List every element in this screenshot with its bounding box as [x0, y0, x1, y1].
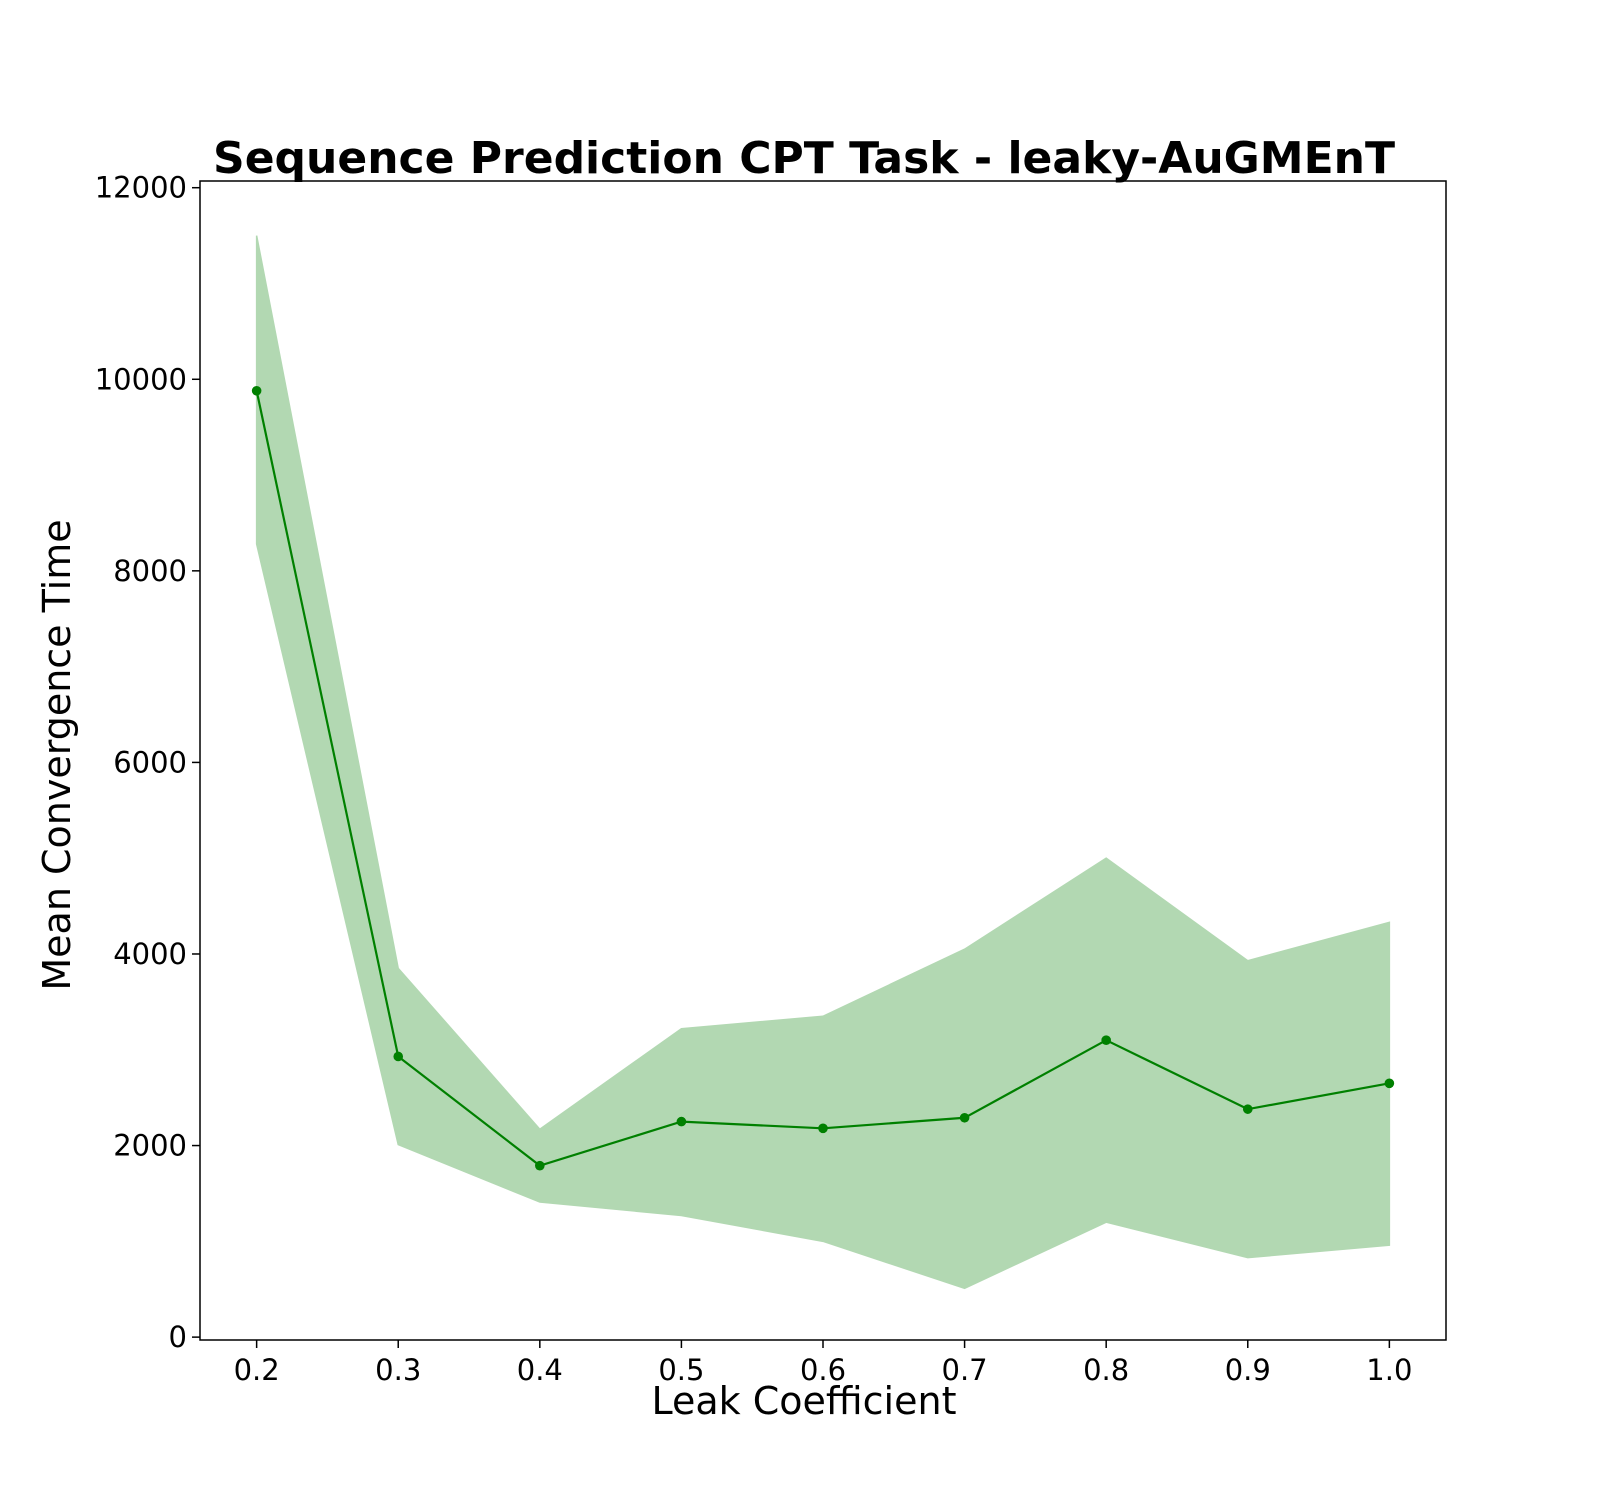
- y-tick-label: 8000: [113, 554, 187, 588]
- x-axis-ticks: 0.2 0.3 0.4 0.5 0.6 0.7 0.8 0.9 1.0: [234, 1340, 1412, 1387]
- confidence-band-layer: [255, 235, 1391, 1290]
- x-tick-label: 1.0: [1366, 1353, 1412, 1387]
- x-axis-label: Leak Coefficient: [652, 1379, 957, 1423]
- y-tick-label: 12000: [95, 171, 187, 205]
- x-tick-label: 0.4: [517, 1353, 563, 1387]
- y-tick-label: 2000: [113, 1129, 187, 1163]
- data-point: [1101, 1035, 1111, 1045]
- data-point: [959, 1112, 970, 1123]
- y-tick-label: 0: [169, 1320, 187, 1354]
- y-axis-ticks: 0 2000 4000 6000 8000 10000 12000: [95, 171, 200, 1354]
- data-point-layer: [251, 385, 1395, 1171]
- chart-title: Sequence Prediction CPT Task - leaky-AuG…: [213, 133, 1395, 184]
- x-tick-label: 0.6: [800, 1353, 846, 1387]
- data-point: [1242, 1104, 1253, 1114]
- x-tick-label: 0.7: [942, 1353, 988, 1387]
- x-tick-label: 0.2: [234, 1353, 280, 1387]
- x-tick-label: 0.5: [658, 1353, 704, 1387]
- data-point: [818, 1123, 828, 1134]
- data-point: [676, 1116, 687, 1127]
- y-tick-label: 10000: [95, 362, 187, 396]
- y-axis-label: Mean Convergence Time: [35, 519, 79, 990]
- x-tick-label: 0.3: [375, 1353, 421, 1387]
- x-tick-label: 0.9: [1225, 1353, 1271, 1387]
- data-point: [1384, 1078, 1395, 1089]
- data-point: [251, 385, 262, 396]
- y-tick-label: 4000: [113, 937, 187, 971]
- data-point: [535, 1160, 545, 1171]
- x-tick-label: 0.8: [1083, 1353, 1129, 1387]
- data-point: [393, 1051, 404, 1062]
- confidence-band: [255, 235, 1391, 1290]
- y-tick-label: 6000: [113, 745, 187, 779]
